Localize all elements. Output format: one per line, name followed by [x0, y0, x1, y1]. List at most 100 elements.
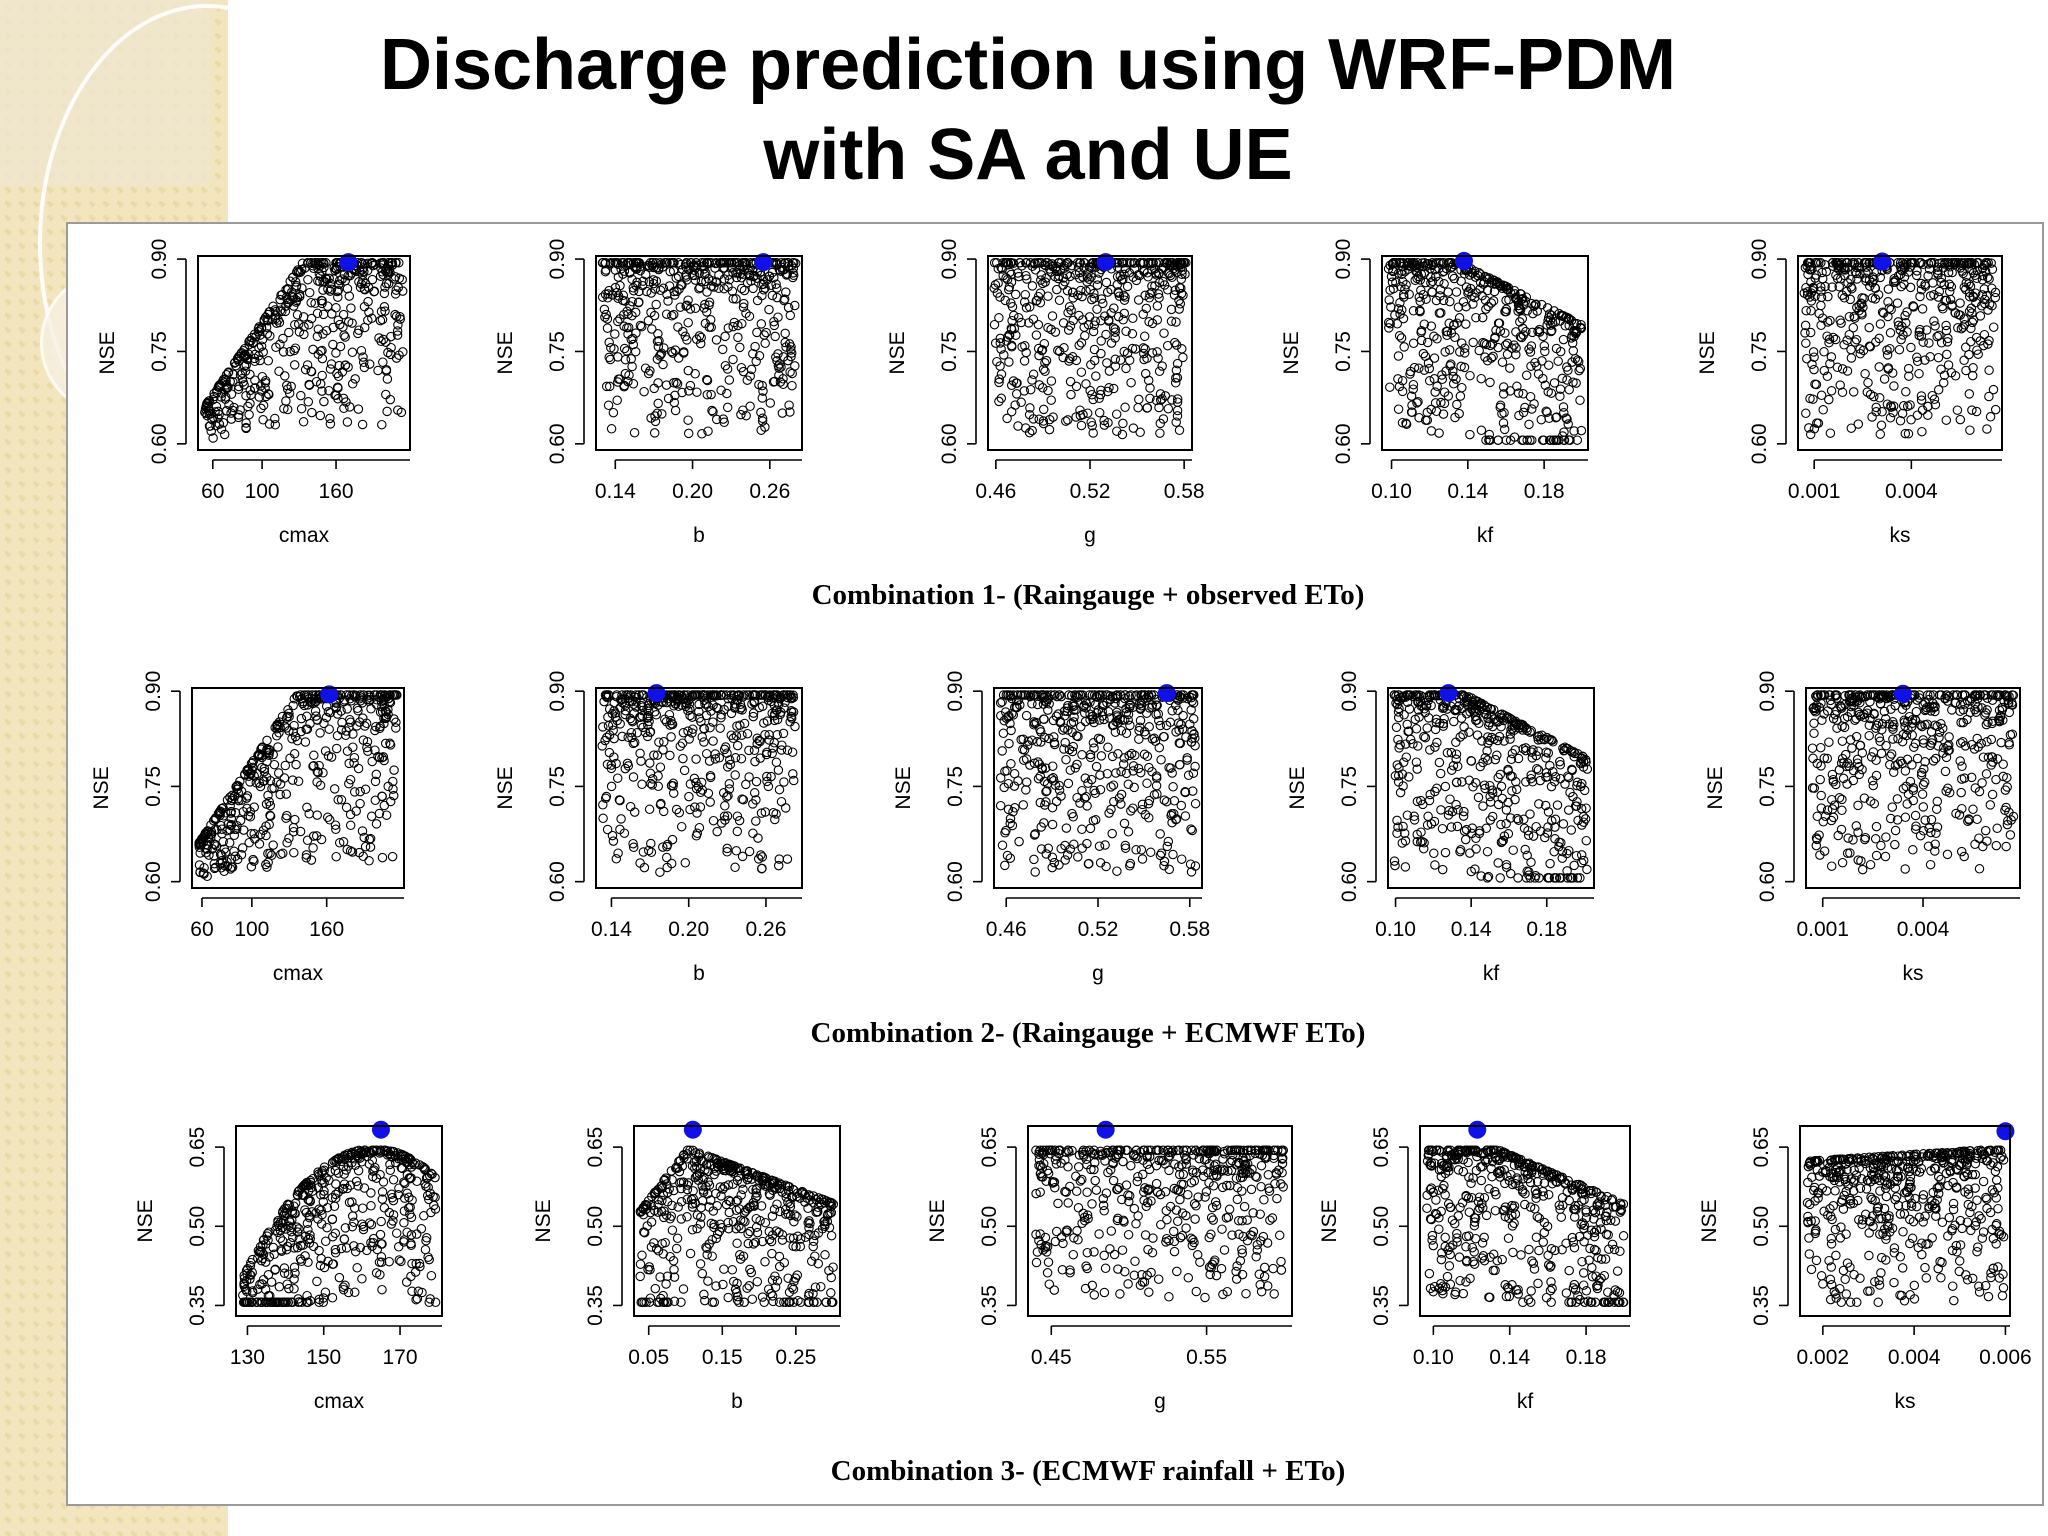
- scatter-point: [1397, 386, 1408, 397]
- scatter-point: [1493, 318, 1504, 328]
- scatter-point: [1871, 337, 1881, 347]
- scatter-point: [645, 758, 655, 768]
- scatter-point: [1142, 268, 1153, 278]
- scatter-point: [1037, 345, 1048, 355]
- x-tick-label: 0.26: [746, 918, 787, 941]
- scatter-point: [391, 353, 402, 363]
- scatter-point: [1459, 362, 1470, 373]
- scatter-point: [1573, 356, 1584, 367]
- scatter-point: [345, 820, 356, 831]
- scatter-point: [315, 276, 325, 287]
- scatter-point: [1578, 855, 1589, 866]
- scatter-point: [1418, 348, 1429, 359]
- scatter-point: [1038, 416, 1049, 426]
- scatter-point: [1553, 356, 1563, 366]
- scatter-point: [1499, 281, 1509, 291]
- scatter-point: [1537, 356, 1547, 366]
- scatter-point: [738, 405, 748, 415]
- scatter-point: [613, 352, 623, 362]
- scatter-point: [656, 349, 666, 360]
- scatter-point: [1942, 349, 1952, 360]
- scatter-point: [1837, 364, 1848, 374]
- scatter-point: [1004, 330, 1015, 340]
- scatter-point: [1085, 284, 1095, 295]
- scatter-point: [306, 258, 316, 268]
- scatter-point: [769, 320, 780, 331]
- scatter-point: [636, 321, 647, 332]
- scatter-point: [1519, 300, 1529, 310]
- x-tick-label: 100: [245, 480, 280, 503]
- scatter-point: [658, 745, 668, 755]
- scatter-point: [1010, 289, 1021, 300]
- scatter-point: [1147, 348, 1158, 358]
- scatter-point: [1434, 757, 1445, 768]
- scatter-point: [1564, 384, 1574, 395]
- scatter-point: [1429, 848, 1439, 859]
- best-point: [1455, 251, 1474, 270]
- scatter-point: [1009, 310, 1019, 321]
- scatter-point: [1978, 841, 1988, 852]
- scatter-point: [263, 356, 274, 366]
- scatter-point: [780, 328, 790, 339]
- scatter-point: [1461, 301, 1471, 312]
- scatter-point: [1393, 404, 1404, 414]
- scatter-point: [996, 393, 1007, 404]
- scatter-point: [620, 354, 631, 365]
- scatter-point: [306, 313, 317, 324]
- scatter-point: [1153, 353, 1163, 364]
- scatter-point: [708, 815, 719, 826]
- scatter-point: [1837, 387, 1848, 398]
- scatter-point: [619, 343, 630, 354]
- scatter-point: [1457, 382, 1467, 393]
- scatter-point: [1156, 755, 1166, 765]
- scatter-point: [394, 273, 405, 284]
- scatter-point: [307, 407, 317, 418]
- scatter-point: [206, 426, 216, 436]
- scatter-point: [349, 758, 359, 768]
- scatter-point: [600, 258, 611, 268]
- scatter-point: [289, 847, 299, 858]
- scatter-point: [290, 343, 301, 353]
- scatter-point: [1498, 389, 1509, 399]
- scatter-point: [358, 352, 368, 362]
- scatter-point: [652, 408, 662, 419]
- scatter-point: [317, 386, 327, 396]
- scatter-point: [757, 393, 768, 403]
- scatter-point: [756, 407, 766, 418]
- scatter-point: [1450, 412, 1460, 423]
- scatter-point: [1476, 373, 1486, 384]
- scatter-point: [776, 745, 787, 755]
- scatter-point: [1169, 796, 1180, 806]
- scatter-point: [1982, 424, 1992, 434]
- scatter-point: [659, 737, 669, 747]
- scatter-point: [381, 278, 392, 289]
- scatter-point: [398, 347, 408, 357]
- scatter-point: [1546, 320, 1556, 330]
- scatter-point: [1830, 334, 1841, 345]
- scatter-point: [647, 324, 657, 334]
- scatter-point: [308, 344, 318, 355]
- scatter-point: [1119, 295, 1130, 305]
- scatter-point: [1451, 749, 1462, 759]
- scatter-point: [1075, 405, 1085, 415]
- scatter-point: [378, 334, 389, 345]
- scatter-point: [270, 420, 281, 430]
- scatter-point: [1424, 363, 1435, 374]
- scatter-point: [318, 285, 328, 295]
- scatter-point: [1116, 725, 1127, 736]
- scatter-point: [1127, 329, 1138, 339]
- scatter-point: [341, 397, 351, 407]
- scatter-point: [776, 362, 786, 372]
- scatter-point: [1483, 301, 1493, 312]
- scatter-point: [612, 287, 622, 298]
- scatter-point: [670, 405, 681, 416]
- scatter-points: [1389, 690, 1593, 883]
- scatter-point: [694, 284, 704, 294]
- scatter-point: [1107, 828, 1117, 839]
- scatter-point: [1052, 284, 1062, 295]
- scatter-point: [771, 279, 781, 289]
- scatter-point: [1096, 348, 1106, 359]
- scatter-point: [1082, 801, 1092, 811]
